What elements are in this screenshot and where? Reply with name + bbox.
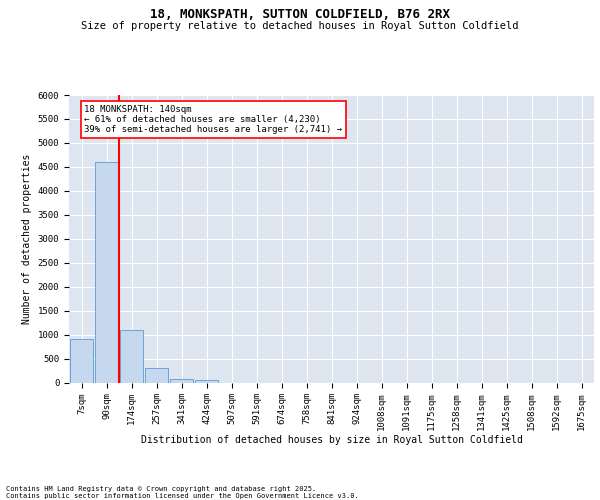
Text: 18, MONKSPATH, SUTTON COLDFIELD, B76 2RX: 18, MONKSPATH, SUTTON COLDFIELD, B76 2RX [150, 8, 450, 20]
Bar [170, 378, 193, 382]
X-axis label: Distribution of detached houses by size in Royal Sutton Coldfield: Distribution of detached houses by size … [140, 436, 523, 446]
Y-axis label: Number of detached properties: Number of detached properties [22, 154, 32, 324]
Text: 18 MONKSPATH: 140sqm
← 61% of detached houses are smaller (4,230)
39% of semi-de: 18 MONKSPATH: 140sqm ← 61% of detached h… [85, 104, 343, 134]
Bar [70, 340, 93, 382]
Text: Contains HM Land Registry data © Crown copyright and database right 2025.
Contai: Contains HM Land Registry data © Crown c… [6, 486, 359, 499]
Bar [95, 162, 118, 382]
Bar [145, 368, 168, 382]
Bar [195, 380, 218, 382]
Text: Size of property relative to detached houses in Royal Sutton Coldfield: Size of property relative to detached ho… [81, 21, 519, 31]
Bar [120, 330, 143, 382]
